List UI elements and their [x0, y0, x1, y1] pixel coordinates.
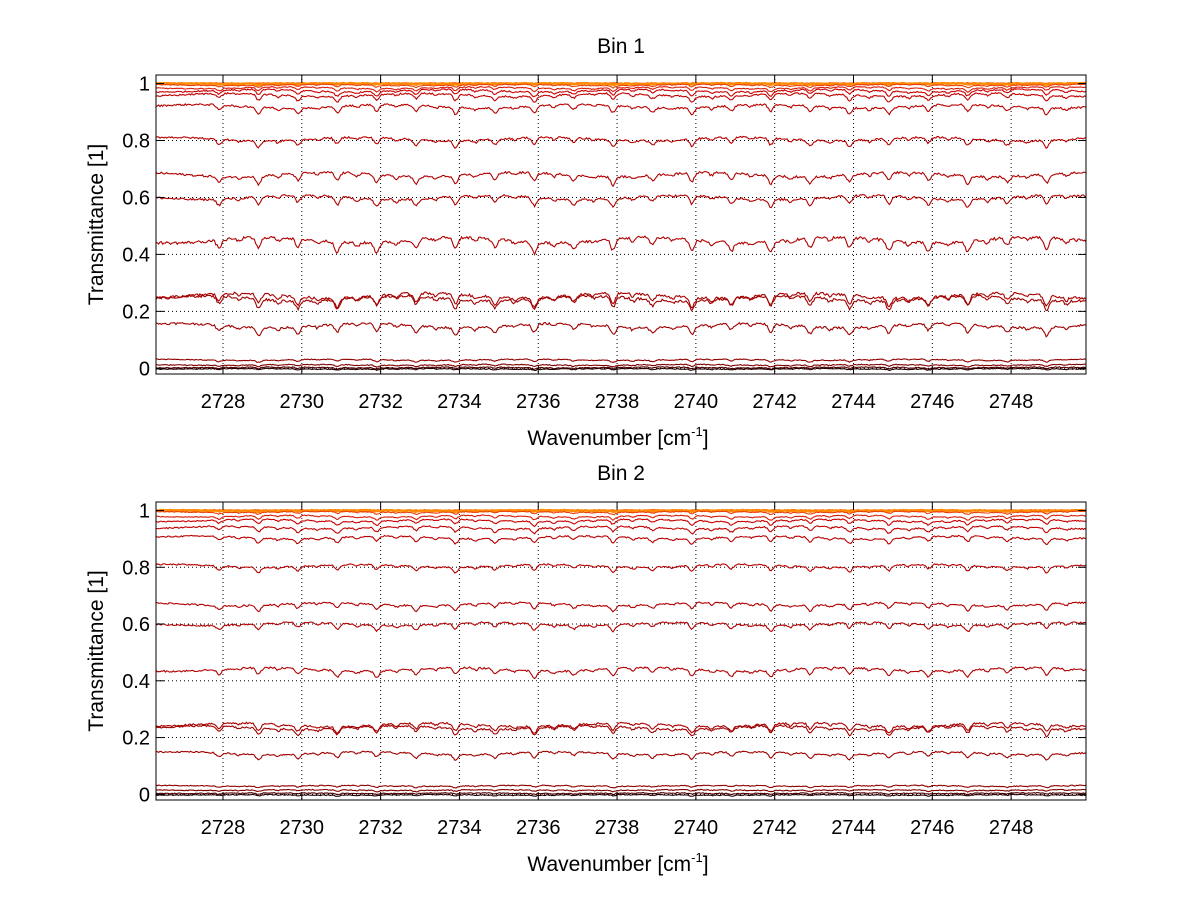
x-tick-label: 2728: [201, 817, 246, 839]
y-tick-label: 0.8: [122, 130, 150, 152]
x-tick-label: 2730: [280, 391, 325, 413]
y-tick-label: 0.4: [122, 671, 150, 693]
series-line: [156, 103, 1086, 116]
plot-area: [156, 502, 1086, 800]
series-line: [156, 666, 1086, 680]
chart-title: Bin 2: [597, 462, 645, 485]
y-axis-label: Transmittance [1]: [85, 570, 108, 731]
x-tick-label: 2736: [516, 817, 561, 839]
plot-frame: [155, 74, 1087, 375]
x-tick-label: 2732: [358, 817, 403, 839]
x-tick-label: 2746: [910, 391, 955, 413]
series-line: [156, 534, 1086, 545]
chart-title: Bin 1: [597, 35, 645, 58]
series-line: [156, 518, 1086, 528]
x-tick-label: 2740: [674, 391, 719, 413]
series-line: [156, 791, 1086, 796]
series-line: [156, 793, 1086, 797]
series-line: [156, 88, 1086, 98]
x-tick-label: 2746: [910, 817, 955, 839]
x-tick-label: 2742: [752, 391, 797, 413]
series-line: [156, 235, 1086, 257]
y-tick-label: 1: [139, 501, 150, 523]
series-line: [156, 514, 1086, 521]
ticks-layer: 2728 2730 2732 2734 2736 2738 2740 2742 2744 2746…: [122, 501, 1086, 839]
series-line: [156, 784, 1086, 789]
x-axis-label: Wavenumber [cm-1]: [527, 850, 708, 876]
x-tick-label: 2748: [989, 817, 1034, 839]
series-line: [156, 366, 1086, 371]
series-line: [156, 508, 1086, 514]
series-line: [156, 135, 1086, 150]
chart-panel-bin-1: 2728 2730 2732 2734 2736 2738 2740 2742 2744 2746…: [85, 35, 1087, 450]
series-line: [156, 293, 1086, 312]
y-tick-label: 0.2: [122, 728, 150, 750]
series-line: [156, 81, 1086, 87]
y-tick-label: 0.6: [122, 187, 150, 209]
x-tick-label: 2734: [437, 817, 482, 839]
series-layer: [156, 81, 1086, 372]
series-layer: [156, 508, 1086, 797]
x-tick-label: 2740: [674, 817, 719, 839]
x-tick-label: 2732: [358, 391, 403, 413]
y-tick-label: 0: [139, 358, 150, 380]
series-line: [156, 563, 1086, 574]
x-tick-label: 2744: [831, 391, 876, 413]
series-line: [156, 363, 1086, 368]
series-line: [156, 750, 1086, 761]
x-tick-label: 2738: [595, 817, 640, 839]
series-line: [156, 193, 1086, 209]
series-line: [156, 601, 1086, 613]
x-tick-label: 2744: [831, 817, 876, 839]
y-tick-label: 0: [139, 784, 150, 806]
y-tick-label: 0.6: [122, 614, 150, 636]
x-tick-label: 2748: [989, 391, 1034, 413]
series-line: [156, 788, 1086, 793]
series-line: [156, 621, 1086, 633]
series-line: [156, 367, 1086, 372]
x-tick-label: 2742: [752, 817, 797, 839]
x-tick-label: 2736: [516, 391, 561, 413]
chart-panel-bin-2: 2728 2730 2732 2734 2736 2738 2740 2742 2744 2746…: [85, 462, 1087, 876]
series-line: [156, 170, 1086, 188]
x-axis-label: Wavenumber [cm-1]: [527, 424, 708, 450]
x-tick-label: 2734: [437, 391, 482, 413]
series-line: [156, 525, 1086, 535]
ticks-layer: 2728 2730 2732 2734 2736 2738 2740 2742 2744 2746…: [122, 74, 1086, 413]
plot-area: [156, 75, 1086, 374]
series-line: [156, 358, 1086, 364]
plot-frame: [155, 501, 1087, 801]
x-tick-label: 2730: [280, 817, 325, 839]
x-tick-label: 2738: [595, 391, 640, 413]
series-line: [156, 724, 1086, 738]
x-tick-label: 2728: [201, 391, 246, 413]
y-tick-label: 0.4: [122, 244, 150, 266]
y-tick-label: 0.2: [122, 301, 150, 323]
series-line: [156, 86, 1086, 93]
series-line: [156, 83, 1086, 89]
y-tick-label: 0.8: [122, 557, 150, 579]
y-tick-label: 1: [139, 74, 150, 96]
y-axis-label: Transmittance [1]: [85, 144, 108, 305]
series-line: [156, 510, 1086, 516]
series-line: [156, 321, 1086, 338]
series-line: [156, 91, 1086, 103]
